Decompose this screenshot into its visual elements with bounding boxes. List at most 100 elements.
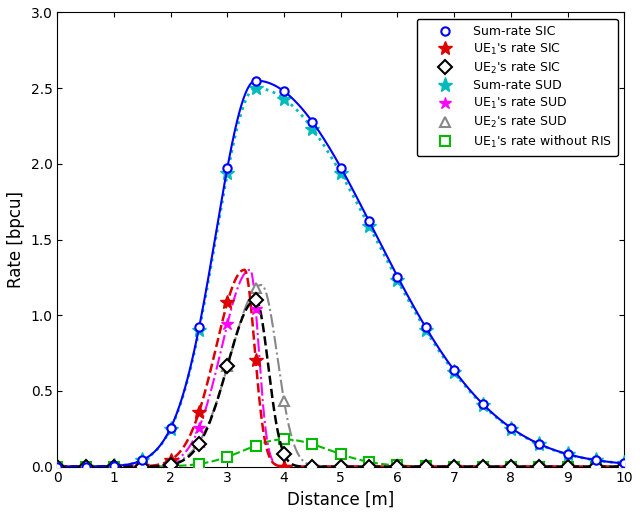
Sum-rate SUD (195, 327, 203, 333)
UE$_2$'s rate SIC (451, 463, 458, 470)
UE$_2$'s rate SIC (365, 463, 373, 470)
Sum-rate SUD (394, 277, 401, 283)
UE$_1$'s rate SIC (451, 463, 458, 470)
Sum-rate SIC (195, 325, 203, 331)
UE$_1$'s rate SUD (110, 463, 118, 470)
UE$_1$'s rate SUD (620, 463, 628, 470)
UE$_1$'s rate without RIS (82, 463, 90, 470)
X-axis label: Distance [m]: Distance [m] (287, 491, 394, 509)
UE$_2$'s rate SUD (337, 463, 345, 470)
Sum-rate SIC (82, 463, 90, 470)
UE$_2$'s rate SUD (451, 463, 458, 470)
Sum-rate SUD (479, 402, 486, 408)
Line: UE$_2$'s rate SIC: UE$_2$'s rate SIC (52, 295, 629, 472)
Sum-rate SIC (564, 451, 572, 457)
Sum-rate SIC (536, 441, 543, 447)
Line: UE$_1$'s rate SUD: UE$_1$'s rate SUD (51, 303, 630, 473)
UE$_2$'s rate SIC (337, 463, 345, 470)
UE$_2$'s rate SIC (394, 463, 401, 470)
UE$_1$'s rate SIC (592, 463, 600, 470)
Legend: Sum-rate SIC, UE$_1$'s rate SIC, UE$_2$'s rate SIC, Sum-rate SUD, UE$_1$'s rate : Sum-rate SIC, UE$_1$'s rate SIC, UE$_2$'… (417, 19, 618, 156)
UE$_1$'s rate without RIS (110, 463, 118, 470)
UE$_1$'s rate without RIS (536, 463, 543, 470)
Sum-rate SUD (620, 460, 628, 466)
Sum-rate SUD (138, 457, 146, 463)
UE$_2$'s rate SUD (564, 463, 572, 470)
UE$_1$'s rate without RIS (507, 463, 515, 470)
UE$_2$'s rate SIC (620, 463, 628, 470)
UE$_1$'s rate SUD (337, 463, 345, 470)
UE$_1$'s rate SUD (507, 463, 515, 470)
UE$_2$'s rate SIC (564, 463, 572, 470)
UE$_1$'s rate without RIS (479, 463, 486, 470)
UE$_1$'s rate SUD (223, 320, 231, 327)
UE$_1$'s rate SIC (479, 463, 486, 470)
UE$_1$'s rate SUD (167, 460, 175, 466)
UE$_2$'s rate SIC (223, 363, 231, 369)
Sum-rate SUD (536, 441, 543, 447)
UE$_1$'s rate without RIS (308, 441, 316, 447)
Sum-rate SUD (308, 125, 316, 132)
Line: UE$_2$'s rate SUD: UE$_2$'s rate SUD (52, 283, 629, 472)
UE$_1$'s rate without RIS (252, 442, 260, 448)
UE$_2$'s rate SUD (110, 463, 118, 470)
UE$_1$'s rate without RIS (620, 463, 628, 470)
Sum-rate SIC (54, 463, 61, 470)
UE$_2$'s rate SUD (479, 463, 486, 470)
UE$_1$'s rate without RIS (422, 463, 429, 470)
Sum-rate SUD (592, 457, 600, 463)
Sum-rate SIC (422, 325, 429, 331)
UE$_2$'s rate SIC (280, 451, 288, 457)
Sum-rate SUD (451, 369, 458, 375)
UE$_1$'s rate SIC (82, 463, 90, 470)
UE$_2$'s rate SIC (536, 463, 543, 470)
UE$_2$'s rate SUD (252, 285, 260, 291)
UE$_2$'s rate SIC (592, 463, 600, 470)
Sum-rate SUD (167, 425, 175, 431)
Line: UE$_1$'s rate without RIS: UE$_1$'s rate without RIS (52, 434, 629, 472)
UE$_1$'s rate without RIS (564, 463, 572, 470)
UE$_2$'s rate SUD (394, 463, 401, 470)
UE$_2$'s rate SIC (195, 441, 203, 447)
Sum-rate SIC (394, 273, 401, 280)
UE$_1$'s rate SUD (451, 463, 458, 470)
UE$_2$'s rate SIC (54, 463, 61, 470)
Sum-rate SUD (54, 463, 61, 470)
UE$_1$'s rate SUD (195, 425, 203, 431)
UE$_1$'s rate SUD (308, 463, 316, 470)
UE$_1$'s rate SUD (54, 463, 61, 470)
UE$_1$'s rate SUD (82, 463, 90, 470)
Sum-rate SUD (252, 85, 260, 91)
UE$_1$'s rate SUD (479, 463, 486, 470)
UE$_2$'s rate SUD (195, 439, 203, 445)
UE$_2$'s rate SUD (592, 463, 600, 470)
UE$_2$'s rate SIC (252, 297, 260, 303)
UE$_2$'s rate SUD (167, 461, 175, 467)
Sum-rate SIC (451, 367, 458, 374)
Sum-rate SUD (365, 223, 373, 229)
UE$_2$'s rate SUD (280, 398, 288, 404)
Sum-rate SIC (308, 119, 316, 125)
UE$_1$'s rate SIC (280, 463, 288, 470)
UE$_1$'s rate SIC (54, 463, 61, 470)
UE$_2$'s rate SUD (54, 463, 61, 470)
UE$_1$'s rate SIC (337, 463, 345, 470)
UE$_1$'s rate without RIS (138, 463, 146, 470)
Sum-rate SIC (620, 460, 628, 466)
Sum-rate SIC (167, 425, 175, 431)
UE$_1$'s rate SIC (308, 463, 316, 470)
UE$_1$'s rate without RIS (223, 454, 231, 460)
Sum-rate SUD (422, 327, 429, 333)
Sum-rate SIC (110, 463, 118, 469)
UE$_1$'s rate without RIS (54, 463, 61, 470)
UE$_2$'s rate SIC (422, 463, 429, 470)
UE$_1$'s rate without RIS (167, 463, 175, 469)
Sum-rate SUD (82, 463, 90, 470)
Sum-rate SUD (564, 452, 572, 458)
Line: UE$_1$'s rate SIC: UE$_1$'s rate SIC (51, 295, 631, 474)
UE$_1$'s rate without RIS (195, 461, 203, 467)
Sum-rate SIC (507, 425, 515, 431)
UE$_1$'s rate without RIS (592, 463, 600, 470)
UE$_2$'s rate SUD (308, 462, 316, 469)
Sum-rate SUD (110, 463, 118, 469)
